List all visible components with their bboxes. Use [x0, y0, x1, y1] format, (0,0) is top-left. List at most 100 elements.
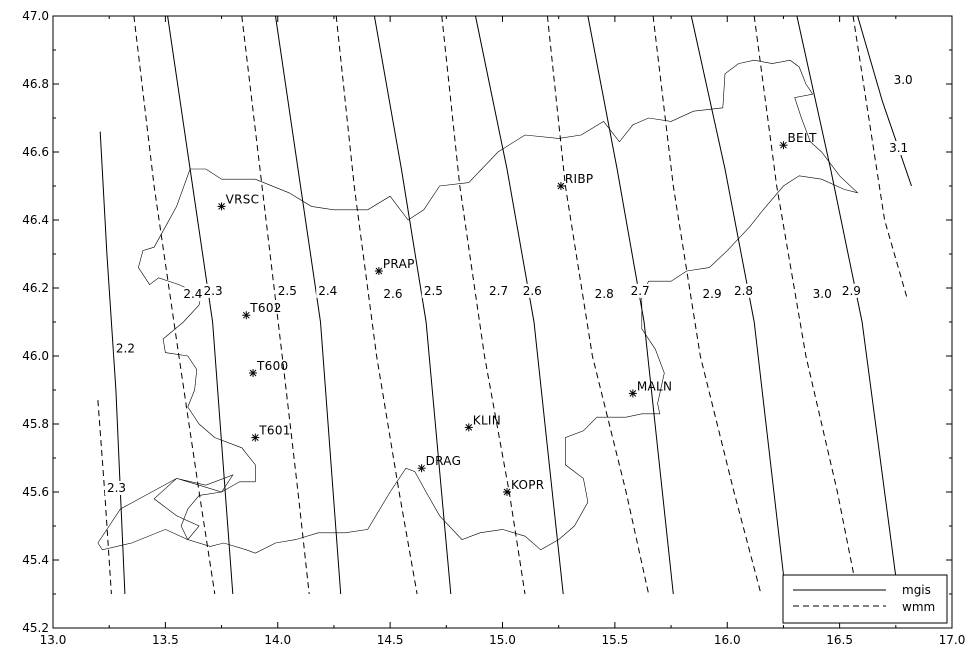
- x-tick-label: 15.5: [602, 633, 629, 647]
- legend-label-wmm: wmm: [902, 600, 935, 614]
- x-tick-label: 13.0: [40, 633, 67, 647]
- country-boundary: [97, 59, 859, 554]
- isoline-wmm-3.1: [852, 15, 908, 299]
- isoline-wmm-2.4: [133, 15, 216, 595]
- isoline-mgis-2.6: [475, 15, 564, 595]
- y-tick-label: 46.4: [22, 213, 49, 227]
- isoline-label-wmm-2.3: 2.3: [107, 481, 126, 495]
- isoline-mgis-2.7: [587, 15, 674, 595]
- isoline-label-bg: [201, 283, 224, 298]
- station-VRSC: VRSC: [217, 192, 259, 211]
- isoline-label-bg: [275, 283, 298, 298]
- x-tick-label: 15.0: [489, 633, 516, 647]
- isolines: 2.22.3 2.4 2.5 2.6 2.7 2.8 2.93.02.32.4 2.5 2.6 2…: [97, 15, 914, 595]
- station-label: T600: [256, 359, 288, 373]
- x-tick-label: 14.5: [377, 633, 404, 647]
- station-BELT: BELT: [779, 131, 817, 150]
- station-label: KLIN: [473, 413, 501, 427]
- isoline-label-mgis-3.0: 3.0: [894, 73, 913, 87]
- stations: VRSC RIBP BELT PRAP T602 T600 T601 MALN KLIN DRAG…: [217, 131, 817, 496]
- station-label: KOPR: [511, 478, 544, 492]
- x-tick-label: 16.0: [714, 633, 741, 647]
- station-marker: [418, 464, 425, 472]
- isoline-wmm-2.7: [441, 15, 526, 595]
- isoline-label-bg: [104, 481, 127, 495]
- isoline-label-wmm-3.1: 3.1: [889, 141, 908, 155]
- isoline-label-bg: [839, 283, 862, 298]
- station-label: BELT: [787, 131, 817, 145]
- station-label: MALN: [637, 379, 672, 393]
- station-MALN: MALN: [628, 379, 672, 398]
- station-marker: [375, 267, 383, 275]
- station-label: PRAP: [383, 257, 415, 271]
- station-marker: [780, 141, 787, 149]
- isoline-wmm-2.9: [652, 15, 762, 595]
- x-tick-label: 16.5: [826, 633, 853, 647]
- station-KLIN: KLIN: [464, 413, 501, 432]
- station-marker: [557, 182, 565, 190]
- isoline-label-mgis-2.5: 2.5: [424, 284, 443, 298]
- isoline-wmm-2.8: [546, 15, 650, 595]
- isoline-mgis-2.5: [373, 15, 452, 595]
- isoline-label-wmm-2.6: 2.6: [383, 287, 402, 301]
- isoline-wmm-2.3: [97, 400, 112, 595]
- y-tick-label: 46.0: [22, 349, 49, 363]
- station-marker: [503, 488, 511, 496]
- isoline-label-bg: [887, 141, 910, 155]
- y-tick-label: 45.6: [22, 485, 49, 499]
- axis-ticks: 13.0 13.5 14.0 14.5 15.0 15.5 16.0 16.5 17.0 45.2…: [22, 9, 965, 647]
- isoline-label-mgis-2.4: 2.4: [318, 284, 337, 298]
- y-tick-label: 47.0: [22, 9, 49, 23]
- station-label: DRAG: [426, 454, 462, 468]
- isoline-label-wmm-2.4: 2.4: [183, 287, 202, 301]
- station-RIBP: RIBP: [556, 172, 594, 190]
- station-label: RIBP: [565, 172, 594, 186]
- station-marker: [629, 390, 637, 397]
- station-label: T602: [249, 301, 281, 315]
- isoline-label-wmm-2.9: 2.9: [703, 287, 722, 301]
- isoline-label-bg: [113, 341, 136, 356]
- station-DRAG: DRAG: [417, 454, 462, 473]
- isoline-label-bg: [316, 283, 339, 298]
- y-tick-label: 46.2: [22, 281, 49, 295]
- isoline-label-mgis-2.2: 2.2: [116, 342, 135, 356]
- isoline-label-wmm-2.8: 2.8: [595, 287, 614, 301]
- y-tick-label: 45.8: [22, 417, 49, 431]
- isoline-mgis-2.9: [796, 15, 899, 595]
- boundary-outline: [138, 59, 859, 554]
- isoline-label-bg: [810, 287, 833, 302]
- station-marker: [251, 434, 259, 441]
- isoline-label-bg: [628, 283, 651, 298]
- isoline-label-wmm-3.0: 3.0: [813, 287, 832, 301]
- station-marker: [249, 369, 257, 377]
- station-marker: [465, 424, 473, 431]
- station-marker: [242, 311, 250, 319]
- station-T600: T600: [249, 359, 288, 377]
- isoline-label-mgis-2.3: 2.3: [204, 284, 223, 298]
- station-KOPR: KOPR: [502, 478, 544, 496]
- isoline-mgis-3.0: [857, 15, 912, 187]
- station-T601: T601: [251, 424, 290, 442]
- legend-label-mgis: mgis: [902, 583, 931, 597]
- isoline-mgis-2.3: [167, 15, 234, 595]
- coast-outline: [97, 474, 234, 551]
- y-tick-label: 46.6: [22, 145, 49, 159]
- isoline-mgis-2.4: [275, 15, 342, 595]
- legend-box: [782, 574, 948, 624]
- isoline-label-mgis-2.7: 2.7: [631, 284, 650, 298]
- plot-frame: [52, 15, 953, 629]
- legend: mgis wmm: [782, 574, 948, 624]
- y-tick-label: 46.8: [22, 77, 49, 91]
- isoline-label-wmm-2.5: 2.5: [278, 284, 297, 298]
- station-marker: [218, 203, 225, 210]
- isoline-label-mgis-2.8: 2.8: [734, 284, 753, 298]
- isoline-label-bg: [592, 287, 615, 302]
- isoline-label-mgis-2.9: 2.9: [842, 284, 861, 298]
- isoline-mgis-2.8: [690, 15, 787, 595]
- isoline-wmm-2.6: [335, 15, 418, 595]
- isoline-label-bg: [487, 283, 510, 298]
- x-tick-label: 13.5: [152, 633, 179, 647]
- station-PRAP: PRAP: [374, 257, 415, 275]
- isoline-label-mgis-2.6: 2.6: [523, 284, 542, 298]
